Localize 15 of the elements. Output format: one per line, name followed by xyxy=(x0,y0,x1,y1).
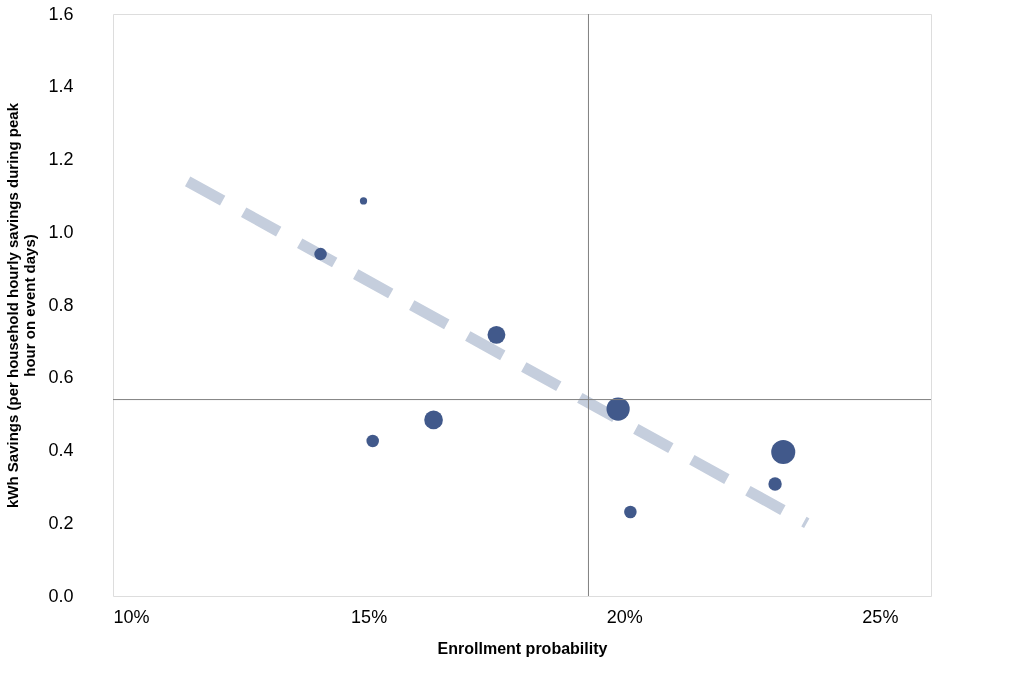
y-tick-label: 0.0 xyxy=(48,585,74,606)
y-tick-label: 0.6 xyxy=(48,367,74,388)
y-tick-label: 1.0 xyxy=(48,221,74,242)
y-tick-label: 0.4 xyxy=(48,440,74,460)
x-tick-label: 20% xyxy=(606,606,643,627)
y-axis-title: kWh Savings (per household hourly savings during peak hour on event days) xyxy=(4,102,39,509)
y-tick-label: 1.4 xyxy=(48,76,74,97)
y-tick-label: 1.6 xyxy=(48,3,74,24)
y-tick-label: 0.2 xyxy=(48,512,74,533)
x-tick-label: 15% xyxy=(351,606,388,627)
x-tick-label: 10% xyxy=(113,606,150,627)
y-tick-label: 1.2 xyxy=(48,149,74,169)
y-tick-label: 0.8 xyxy=(48,294,74,315)
x-axis-title: Enrollment probability xyxy=(437,639,608,657)
x-tick-label: 25% xyxy=(862,606,899,627)
